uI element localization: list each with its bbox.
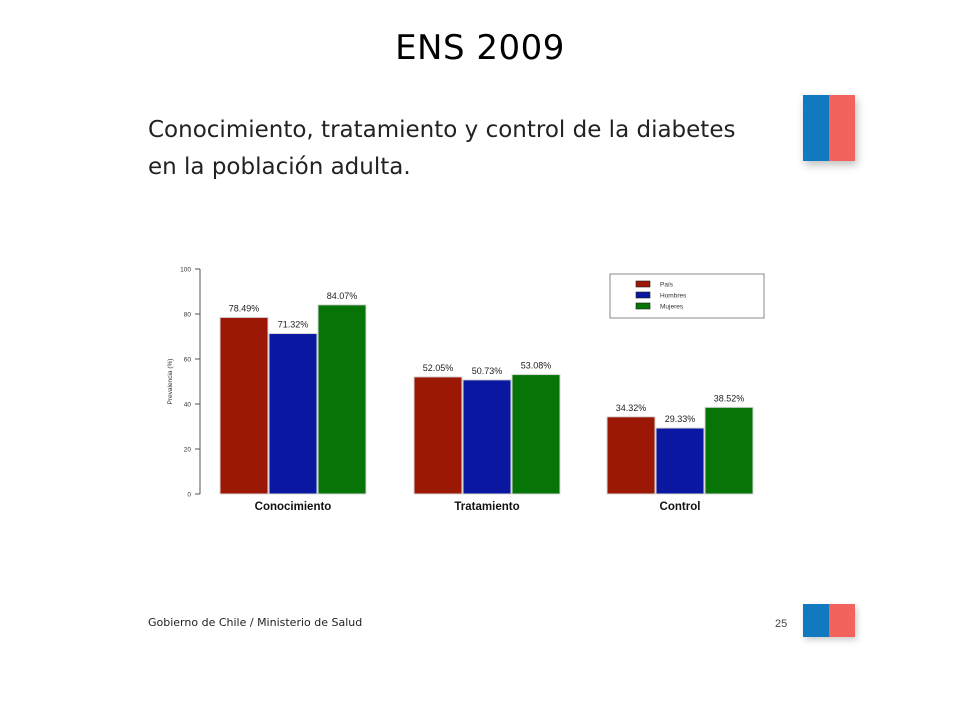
x-category-label: Control [660,501,701,513]
flag-red-stripe [829,95,855,161]
legend-swatch [635,280,651,288]
bar [655,427,705,495]
bar [413,376,463,495]
bar [219,316,269,495]
chile-flag-logo-footer [803,604,855,637]
bar-data-label: 84.07% [327,291,358,301]
x-category-label: Tratamiento [454,501,519,513]
legend-swatch [635,291,651,299]
y-tick-label: 20 [184,447,192,454]
x-category-label: Conocimiento [255,501,332,513]
y-tick-label: 40 [184,402,192,409]
page-number: 25 [775,618,788,630]
y-tick-label: 60 [184,357,192,364]
footer-ministry: Gobierno de Chile / Ministerio de Salud [148,616,363,629]
bar [704,406,754,495]
flag-blue-stripe [803,95,829,161]
legend-entry: Hombres [660,293,687,300]
bar-data-label: 38.52% [714,393,745,403]
legend-entry: Mujeres [660,304,684,311]
bar-data-label: 53.08% [521,361,552,371]
flag-blue-stripe [803,604,829,637]
y-axis-label: Prevalencia (%) [167,359,174,405]
slide-title: ENS 2009 [395,28,565,68]
bar [511,374,561,495]
bar [462,379,512,495]
flag-red-stripe [829,604,855,637]
y-tick-label: 80 [184,312,192,319]
bar-data-label: 50.73% [472,366,503,376]
slide-subtitle: Conocimiento, tratamiento y control de l… [148,117,736,180]
bar [606,416,656,495]
legend-box [609,273,765,319]
bar-data-label: 71.32% [278,320,309,330]
bar-data-label: 52.05% [423,363,454,373]
bar [268,333,318,495]
legend-entry: País [660,282,674,289]
bar-data-label: 34.32% [616,403,647,413]
bar [317,304,367,495]
bar-data-label: 78.49% [229,303,260,313]
bar-data-label: 29.33% [665,414,696,424]
chile-flag-logo [803,95,855,161]
y-tick-label: 0 [187,492,191,499]
y-tick-label: 100 [180,267,191,274]
bar-chart: 0 20 40 60 80 100 Prevalencia (%) 78.49% 71.32% 8… [167,267,765,513]
legend-swatch [635,302,651,310]
